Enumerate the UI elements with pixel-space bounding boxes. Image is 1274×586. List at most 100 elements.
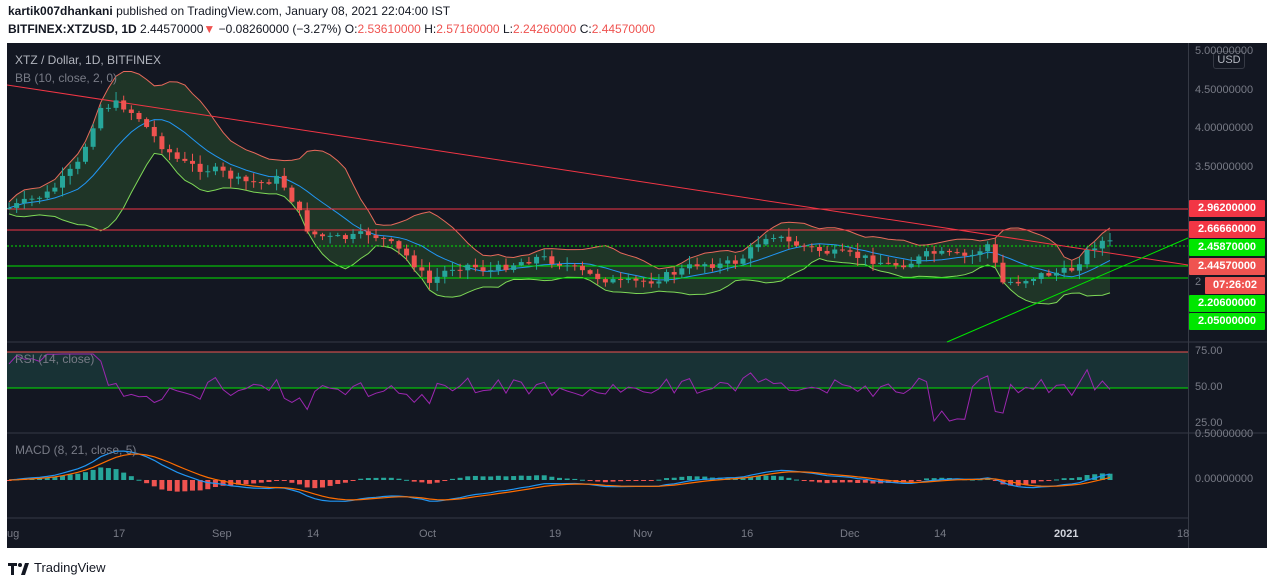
candle-body xyxy=(916,256,922,264)
candle-body xyxy=(105,107,111,109)
candle-body xyxy=(21,198,27,204)
macd-histogram-bar xyxy=(174,480,180,492)
candle-body xyxy=(885,262,891,264)
candle-body xyxy=(694,264,700,267)
macd-histogram-bar xyxy=(518,475,524,480)
chart-canvas[interactable] xyxy=(7,43,1267,548)
macd-histogram-bar xyxy=(75,473,81,480)
price-label-last: 2.44570000 xyxy=(1189,258,1265,275)
macd-histogram-bar xyxy=(1107,473,1113,480)
macd-histogram-bar xyxy=(702,476,708,480)
macd-histogram-bar xyxy=(824,480,830,484)
candle-body xyxy=(304,210,310,232)
macd-histogram-bar xyxy=(679,476,685,480)
macd-histogram-bar xyxy=(37,478,43,480)
macd-histogram-bar xyxy=(610,480,616,482)
uptrend-line[interactable] xyxy=(946,237,1189,343)
candle-body xyxy=(656,281,662,284)
candle-body xyxy=(847,250,853,252)
macd-histogram-bar xyxy=(671,477,677,480)
tradingview-footer[interactable]: TradingView xyxy=(8,560,106,576)
macd-histogram-bar xyxy=(1084,475,1090,480)
high-label: H: xyxy=(424,22,437,36)
macd-histogram-bar xyxy=(365,478,371,480)
candle-body xyxy=(564,265,570,267)
currency-button[interactable]: USD xyxy=(1213,51,1245,69)
candle-body xyxy=(664,272,670,282)
candle-body xyxy=(266,182,272,184)
time-tick: 2021 xyxy=(1054,528,1079,540)
candle-body xyxy=(144,119,150,127)
candle-body xyxy=(526,262,532,264)
candle-body xyxy=(212,166,218,172)
macd-histogram-bar xyxy=(740,478,746,480)
candle-body xyxy=(709,264,715,268)
rsi-indicator-title[interactable]: RSI (14, close) xyxy=(15,352,95,366)
price-label-resistance-2666: 2.66660000 xyxy=(1189,221,1265,238)
candle-body xyxy=(832,249,838,254)
macd-histogram-bar xyxy=(381,477,387,480)
candle-body xyxy=(893,263,899,266)
macd-histogram-bar xyxy=(656,479,662,481)
macd-histogram-bar xyxy=(686,476,692,480)
candle-body xyxy=(235,176,241,179)
macd-histogram-bar xyxy=(182,480,188,492)
macd-histogram-bar xyxy=(358,478,364,480)
candle-body xyxy=(465,264,471,271)
candle-body xyxy=(128,109,134,113)
macd-histogram-bar xyxy=(488,476,494,480)
candle-body xyxy=(1099,240,1105,249)
macd-histogram-bar xyxy=(939,477,945,480)
macd-histogram-bar xyxy=(274,480,280,481)
candlestick-series[interactable] xyxy=(7,91,1113,291)
candle-body xyxy=(44,191,50,198)
macd-histogram-bar xyxy=(534,475,540,480)
downtrend-line[interactable] xyxy=(7,84,1189,266)
candle-body xyxy=(579,265,585,271)
macd-histogram-bar xyxy=(335,480,341,484)
candle-body xyxy=(587,270,593,274)
candle-body xyxy=(167,149,173,153)
macd-histogram-bar xyxy=(564,478,570,480)
price-label-support-2050: 2.05000000 xyxy=(1189,313,1265,330)
macd-histogram-bar xyxy=(113,469,119,480)
candle-body xyxy=(427,270,433,283)
candle-body xyxy=(748,247,754,259)
chart-area[interactable]: XTZ / Dollar, 1D, BITFINEX BB (10, close… xyxy=(7,43,1267,548)
candle-body xyxy=(962,252,968,256)
candle-body xyxy=(136,112,142,120)
candle-body xyxy=(1084,250,1090,265)
bb-indicator-title[interactable]: BB (10, close, 2, 0) xyxy=(15,71,118,85)
macd-histogram-bar xyxy=(243,480,249,485)
macd-histogram-bar xyxy=(350,480,356,481)
rsi-line xyxy=(8,353,1111,423)
low-label: L: xyxy=(502,22,513,36)
candle-body xyxy=(740,258,746,264)
candle-body xyxy=(908,263,914,268)
macd-histogram-bar xyxy=(342,480,348,483)
macd-histogram-bar xyxy=(1061,478,1067,480)
candle-body xyxy=(511,265,517,270)
candle-body xyxy=(671,272,677,275)
macd-histogram-bar xyxy=(992,480,998,481)
candle-body xyxy=(518,262,524,266)
macd-histogram-bar xyxy=(258,480,264,483)
macd-indicator-title[interactable]: MACD (8, 21, close, 5) xyxy=(15,443,137,457)
author-name[interactable]: kartik007dhankani xyxy=(8,4,113,18)
candle-body xyxy=(610,279,616,283)
macd-histogram-bar xyxy=(190,480,195,491)
macd-histogram-bar xyxy=(541,475,547,480)
close-label: C: xyxy=(579,22,592,36)
macd-histogram-bar xyxy=(572,478,578,480)
candle-body xyxy=(946,250,952,253)
candle-body xyxy=(602,279,608,283)
candle-body xyxy=(702,264,708,267)
time-tick: 19 xyxy=(549,528,562,540)
low-value: 2.24260000 xyxy=(512,22,577,36)
candle-body xyxy=(992,244,998,263)
candle-body xyxy=(274,175,280,184)
candle-body xyxy=(595,273,601,280)
candle-body xyxy=(174,152,180,159)
macd-histogram-bar xyxy=(235,480,241,485)
candle-body xyxy=(1107,240,1113,242)
